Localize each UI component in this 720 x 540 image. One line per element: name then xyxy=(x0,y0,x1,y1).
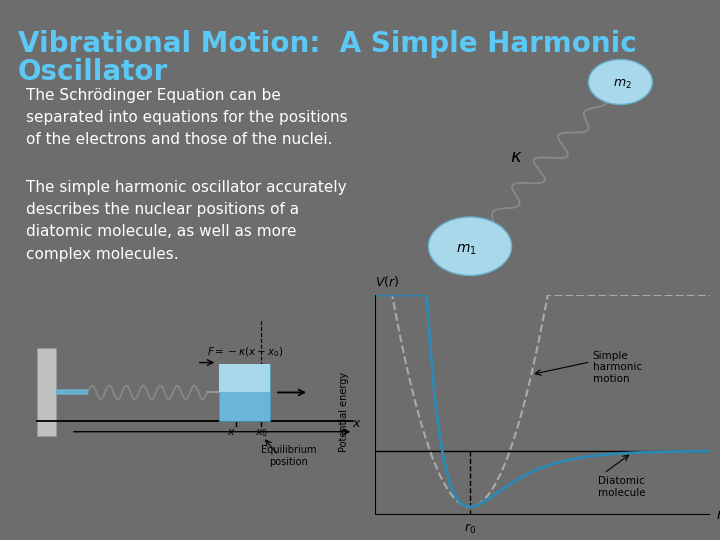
Text: $r$: $r$ xyxy=(716,508,720,522)
Text: Oscillator: Oscillator xyxy=(18,58,168,86)
Text: The Schrödinger Equation can be
separated into equations for the positions
of th: The Schrödinger Equation can be separate… xyxy=(26,88,348,147)
Text: $x$: $x$ xyxy=(351,416,361,429)
Text: $F = -\kappa(x - x_0)$: $F = -\kappa(x - x_0)$ xyxy=(207,345,284,359)
Text: $x$: $x$ xyxy=(227,427,236,437)
Bar xyxy=(219,364,270,421)
Text: Diatomic
molecule: Diatomic molecule xyxy=(598,476,646,498)
Text: $m_1$: $m_1$ xyxy=(456,242,477,257)
Text: $\kappa$: $\kappa$ xyxy=(510,148,523,166)
Text: Equilibrium
position: Equilibrium position xyxy=(261,445,316,467)
Text: $V(r)$: $V(r)$ xyxy=(375,274,400,289)
Bar xyxy=(37,348,55,436)
Text: Vibrational Motion:  A Simple Harmonic: Vibrational Motion: A Simple Harmonic xyxy=(18,30,636,58)
Circle shape xyxy=(428,217,512,275)
Circle shape xyxy=(588,59,652,105)
Text: $m_2$: $m_2$ xyxy=(613,78,631,91)
Text: Potential energy: Potential energy xyxy=(338,372,348,452)
Bar xyxy=(219,364,270,393)
Text: Simple
harmonic
motion: Simple harmonic motion xyxy=(593,350,642,384)
Text: $x_0$: $x_0$ xyxy=(255,427,268,438)
Text: $r_0$: $r_0$ xyxy=(464,522,476,536)
Text: The simple harmonic oscillator accurately
describes the nuclear positions of a
d: The simple harmonic oscillator accuratel… xyxy=(26,180,346,261)
